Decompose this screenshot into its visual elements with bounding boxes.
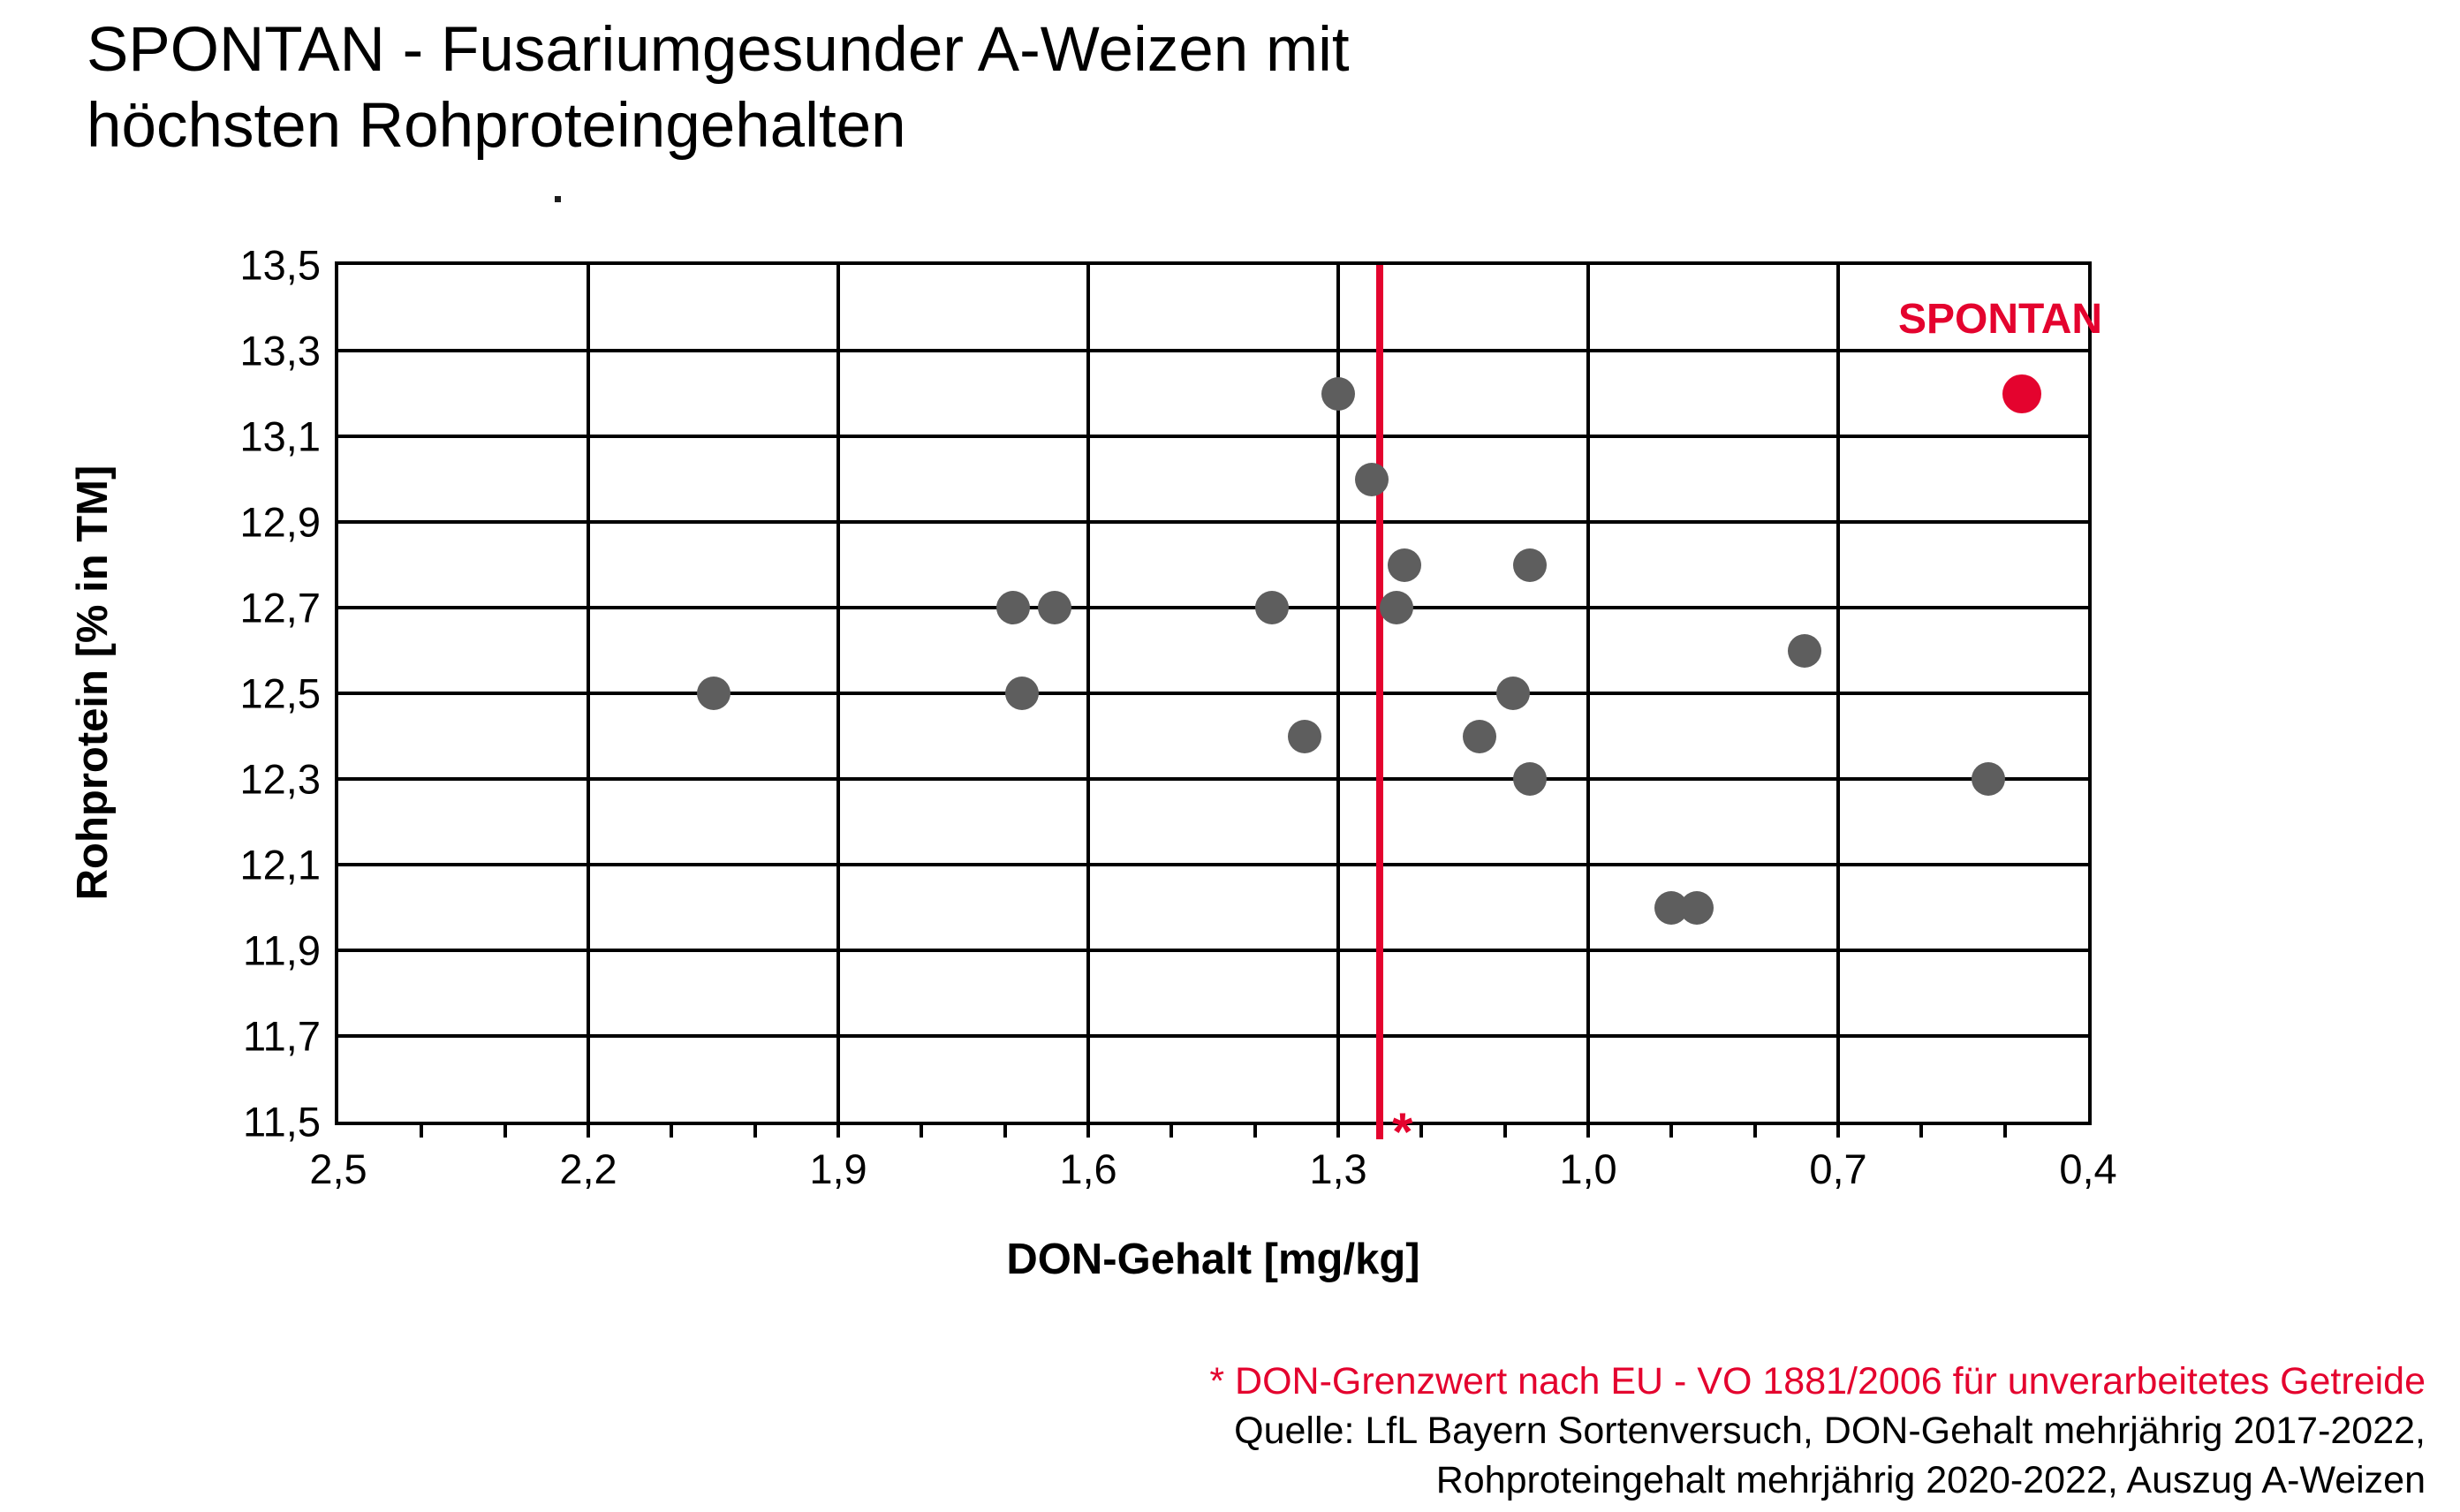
x-axis-tick [503,1122,507,1138]
x-axis-tick [1086,1122,1090,1138]
stray-period-artifact [555,196,561,202]
x-axis-tick [1169,1122,1174,1138]
gridline-vertical [1836,265,1840,1122]
x-axis-tick [836,1122,840,1138]
x-tick-label: 2,2 [559,1145,617,1192]
gridline-vertical [1086,265,1090,1122]
gridline-horizontal [338,606,2088,609]
x-axis-title: DON-Gehalt [mg/kg] [1006,1236,1420,1283]
data-point [1512,548,1547,582]
x-tick-label: 0,7 [1809,1145,1867,1192]
gridline-horizontal [338,520,2088,524]
x-axis-tick [1586,1122,1590,1138]
y-tick-label: 12,3 [239,755,321,803]
x-axis-tick [420,1122,424,1138]
x-axis-tick [1253,1122,1257,1138]
gridline-horizontal [338,1034,2088,1038]
x-axis-tick [1752,1122,1757,1138]
footer-notes: * DON-Grenzwert nach EU - VO 1881/2006 f… [1209,1357,2426,1505]
data-point [996,591,1031,624]
x-tick-label: 0,4 [2059,1145,2117,1192]
y-tick-label: 11,7 [243,1012,321,1060]
data-point [1971,762,2005,796]
x-axis-tick [1836,1122,1840,1138]
don-limit-line [1376,265,1384,1139]
y-tick-label: 12,9 [239,498,321,546]
y-tick-label: 12,7 [239,584,321,631]
spontan-point [2002,374,2041,413]
x-tick-label: 1,0 [1559,1145,1617,1192]
chart-title-line-1: SPONTAN - Fusariumgesunder A-Weizen mit [87,15,1350,85]
data-point [1354,462,1389,496]
chart-title: SPONTAN - Fusariumgesunder A-Weizen mit … [87,12,1350,164]
x-tick-label: 1,3 [1309,1145,1367,1192]
data-point [1321,376,1355,411]
data-point [1004,677,1039,710]
y-tick-label: 13,5 [239,241,321,289]
y-tick-label: 12,1 [239,841,321,888]
data-point [1463,719,1497,753]
data-point [1679,890,1714,925]
x-axis-tick [1419,1122,1424,1138]
y-axis-title: Rohprotein [% in TM] [69,465,117,901]
don-limit-asterisk: * [1392,1102,1413,1161]
gridline-horizontal [338,435,2088,438]
gridline-horizontal [338,777,2088,781]
x-axis-tick [587,1122,590,1138]
x-axis-tick [670,1122,674,1138]
gridline-vertical [836,265,840,1122]
x-tick-label: 1,6 [1059,1145,1117,1192]
data-point [1388,548,1422,582]
gridline-vertical [587,265,590,1122]
y-tick-label: 13,3 [239,327,321,374]
footnote-source-line-2: Rohproteingehalt mehrjährig 2020-2022, A… [1435,1459,2426,1501]
gridline-vertical [1586,265,1590,1122]
x-tick-label: 2,5 [309,1145,367,1192]
data-point [1496,677,1531,710]
x-axis-tick [753,1122,757,1138]
data-point [1288,719,1322,753]
x-axis-tick [1669,1122,1674,1138]
x-axis-tick [1502,1122,1507,1138]
data-point [1512,762,1547,796]
x-axis-tick [1336,1122,1340,1138]
spontan-series-label: SPONTAN [1897,295,2103,343]
chart-title-line-2: höchsten Rohproteingehalten [87,91,906,161]
y-tick-label: 11,9 [243,926,321,974]
data-point [1380,591,1414,624]
gridline-horizontal [338,349,2088,352]
y-tick-label: 11,5 [243,1098,321,1145]
x-tick-label: 1,9 [809,1145,867,1192]
gridline-horizontal [338,692,2088,695]
x-axis-tick [920,1122,924,1138]
data-point [1038,591,1072,624]
gridline-horizontal [338,949,2088,952]
x-axis-tick [1003,1122,1007,1138]
footnote-don-limit: * DON-Grenzwert nach EU - VO 1881/2006 f… [1209,1360,2426,1402]
x-axis-tick [1919,1122,1924,1138]
y-tick-label: 12,5 [239,669,321,717]
data-point [1254,591,1289,624]
gridline-vertical [1336,265,1340,1122]
data-point [696,677,730,710]
gridline-horizontal [338,863,2088,866]
x-axis-tick [2002,1122,2007,1138]
footnote-source-line-1: Quelle: LfL Bayern Sortenversuch, DON-Ge… [1234,1410,2426,1452]
data-point [1788,633,1822,668]
plot-area: 13,5 13,3 13,1 12,9 12,7 12,5 12,3 12,1 11,9 11,7… [240,242,2117,1193]
y-tick-label: 13,1 [239,412,321,460]
